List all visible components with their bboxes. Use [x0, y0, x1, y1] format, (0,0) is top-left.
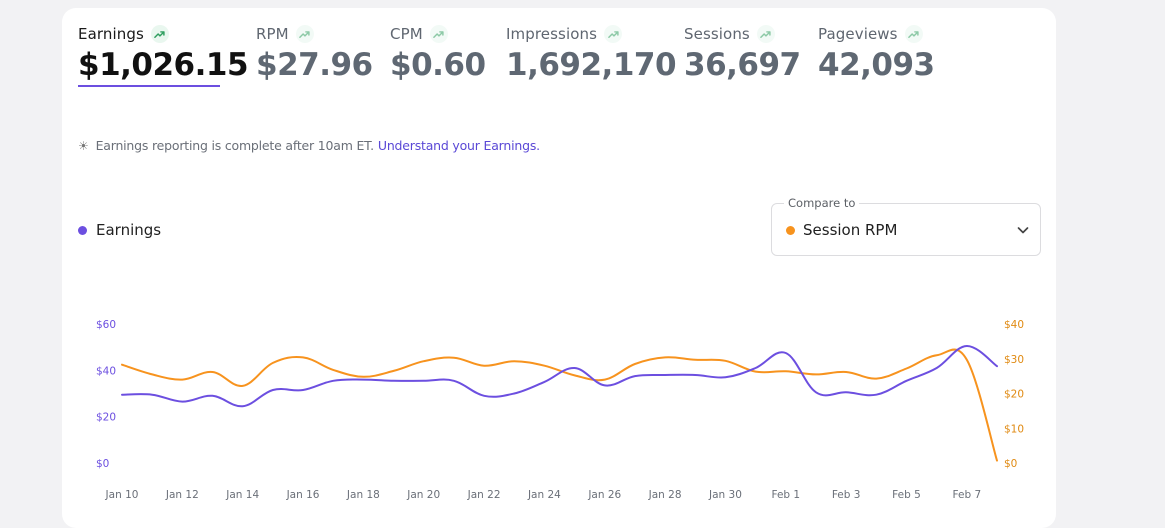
x-axis-tick: Jan 16 — [286, 489, 320, 501]
trend-up-icon — [904, 25, 923, 43]
y-axis-right-tick: $10 — [1004, 423, 1024, 435]
metric-label: Pageviews — [818, 25, 898, 43]
y-axis-right-tick: $0 — [1004, 458, 1017, 470]
y-axis-right-tick: $20 — [1004, 389, 1024, 401]
y-axis-left-tick: $60 — [96, 319, 116, 331]
y-axis-left-tick: $0 — [96, 458, 109, 470]
x-axis-tick: Jan 18 — [346, 489, 380, 501]
trend-up-icon — [150, 25, 169, 43]
understand-earnings-link[interactable]: Understand your Earnings. — [377, 138, 540, 153]
x-axis-tick: Feb 3 — [832, 489, 861, 501]
x-axis-tick: Jan 20 — [406, 489, 440, 501]
x-axis-tick: Jan 26 — [587, 489, 621, 501]
earnings-series-line — [121, 344, 998, 408]
earnings-card: Earnings $1,026.15 RPM $27.96 CPM — [62, 8, 1056, 528]
compare-to-select[interactable]: Compare to Session RPM — [771, 196, 1041, 256]
active-tab-underline — [78, 85, 220, 87]
earnings-line-chart: $0 $20 $40 $60 $0 $10 $20 $30 $40 Jan 10 Jan 12 Jan… — [96, 319, 1024, 501]
series-dot — [786, 225, 795, 235]
y-axis-left-tick: $20 — [96, 412, 116, 424]
metric-label: CPM — [390, 25, 423, 43]
sun-icon: ☀ — [78, 138, 89, 153]
metric-rpm[interactable]: RPM $27.96 — [256, 24, 373, 83]
earnings-reporting-note: ☀ Earnings reporting is complete after 1… — [78, 138, 540, 153]
metric-earnings[interactable]: Earnings $1,026.15 — [78, 24, 249, 87]
metric-value: $0.60 — [390, 47, 486, 83]
session-rpm-series-line — [121, 348, 998, 462]
metric-label: Impressions — [506, 25, 598, 43]
metric-value: 42,093 — [818, 47, 935, 83]
compare-selected-option: Session RPM — [786, 221, 897, 239]
metric-sessions[interactable]: Sessions 36,697 — [684, 24, 801, 83]
x-axis-tick: Jan 30 — [708, 489, 742, 501]
metric-label: Earnings — [78, 25, 144, 43]
metric-value: $1,026.15 — [78, 47, 249, 83]
note-text: Earnings reporting is complete after 10a… — [95, 138, 375, 153]
x-axis-tick: Jan 22 — [467, 489, 501, 501]
x-axis-tick: Jan 14 — [225, 489, 259, 501]
x-axis-tick: Feb 1 — [771, 489, 800, 501]
legend-label: Earnings — [96, 221, 162, 239]
metric-label: Sessions — [684, 25, 750, 43]
chart-legend: Earnings — [78, 221, 161, 239]
metric-cpm[interactable]: CPM $0.60 — [390, 24, 486, 83]
metric-pageviews[interactable]: Pageviews 42,093 — [818, 24, 935, 83]
legend-dot — [78, 225, 87, 235]
metric-label: RPM — [256, 25, 289, 43]
y-axis-left-tick: $40 — [96, 365, 116, 377]
compare-selected-label: Session RPM — [803, 221, 898, 239]
trend-up-icon — [756, 25, 775, 43]
x-axis-tick: Feb 7 — [953, 489, 982, 501]
metric-value: 1,692,170 — [506, 47, 677, 83]
metric-impressions[interactable]: Impressions 1,692,170 — [506, 24, 677, 83]
trend-up-icon — [295, 25, 314, 43]
metrics-row: Earnings $1,026.15 RPM $27.96 CPM — [78, 24, 978, 94]
metric-value: 36,697 — [684, 47, 801, 83]
trend-up-icon — [429, 25, 448, 43]
x-axis-tick: Jan 12 — [165, 489, 199, 501]
y-axis-right-tick: $40 — [1004, 319, 1024, 331]
y-axis-right-tick: $30 — [1004, 354, 1024, 366]
chevron-down-icon[interactable] — [1016, 223, 1030, 242]
x-axis-tick: Jan 24 — [527, 489, 561, 501]
compare-to-label: Compare to — [784, 196, 860, 210]
x-axis-tick: Jan 28 — [648, 489, 682, 501]
metric-value: $27.96 — [256, 47, 373, 83]
x-axis-tick: Feb 5 — [892, 489, 921, 501]
trend-up-icon — [604, 25, 623, 43]
x-axis-tick: Jan 10 — [105, 489, 139, 501]
